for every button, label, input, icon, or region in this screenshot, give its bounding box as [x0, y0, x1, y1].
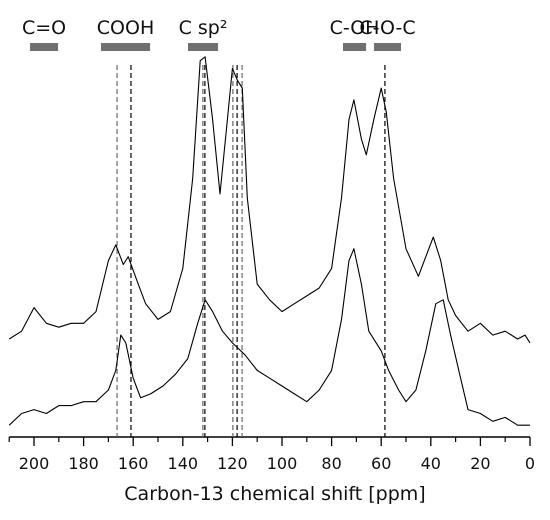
region-label: C=O — [22, 17, 66, 39]
x-axis-label: Carbon-13 chemical shift [ppm] — [124, 483, 425, 505]
x-tick-label: 0 — [525, 454, 535, 473]
spectrum-line — [8, 56, 531, 344]
region-label: C-O-C — [359, 17, 415, 39]
spectrum-line — [8, 248, 530, 426]
region-label: C-OH — [330, 17, 380, 39]
x-tick-label: 20 — [470, 454, 490, 473]
region-bar — [30, 43, 59, 51]
x-tick-label: 100 — [267, 454, 298, 473]
region-label: COOH — [97, 17, 154, 39]
x-tick-label: 80 — [321, 454, 341, 473]
x-tick-label: 120 — [217, 454, 248, 473]
region-label: C sp² — [179, 17, 228, 39]
x-tick-label: 40 — [421, 454, 441, 473]
x-tick-label: 160 — [118, 454, 149, 473]
region-bar — [188, 43, 219, 51]
x-tick-label: 180 — [68, 454, 99, 473]
region-bar — [343, 43, 367, 51]
x-tick-label: 60 — [371, 454, 391, 473]
x-tick-label: 200 — [19, 454, 50, 473]
region-bar — [100, 43, 151, 51]
x-tick-label: 140 — [168, 454, 199, 473]
region-bar — [374, 43, 402, 51]
